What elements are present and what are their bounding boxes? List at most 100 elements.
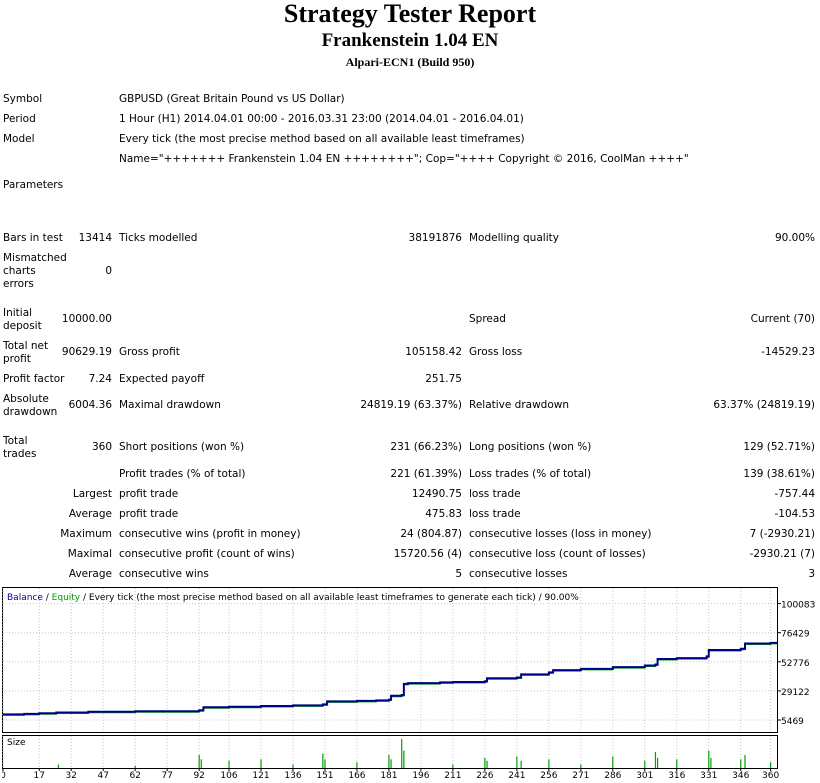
payoff-value: 251.75 xyxy=(425,373,462,385)
volume-bars xyxy=(57,739,772,768)
short-positions-label: Short positions (won %) xyxy=(119,441,245,453)
legend-description: / Every tick (the most precise method ba… xyxy=(80,593,579,603)
gross-loss-label: Gross loss xyxy=(469,346,523,358)
x-tick-label: 17 xyxy=(34,771,45,781)
largest-loss-trade-label: loss trade xyxy=(469,488,521,500)
average-profit-trade-label: profit trade xyxy=(119,508,179,520)
maximal-consecutive-profit-label: consecutive profit (count of wins) xyxy=(119,548,295,560)
absolute-drawdown-value: 6004.36 xyxy=(68,399,112,411)
y-tick-label: 76429 xyxy=(781,630,810,640)
legend-balance: Balance xyxy=(7,593,43,603)
size-plot-frame xyxy=(2,735,778,769)
average-consecutive-losses-label: consecutive losses xyxy=(469,568,568,580)
max-consecutive-losses-label: consecutive losses (loss in money) xyxy=(469,528,652,540)
period-value: 1 Hour (H1) 2014.04.01 00:00 - 2016.03.3… xyxy=(119,113,524,125)
x-tick-label: 77 xyxy=(161,771,172,781)
legend-equity: Equity xyxy=(52,593,81,603)
bars-value: 13414 xyxy=(78,232,112,244)
deposit-value: 10000.00 xyxy=(61,313,112,325)
average-loss-trade-value: -104.53 xyxy=(774,508,815,520)
x-tick-label: 286 xyxy=(604,771,621,781)
period-label: Period xyxy=(3,113,36,125)
bars-label: Bars in test xyxy=(3,232,63,244)
average-loss-trade-label: loss trade xyxy=(469,508,521,520)
x-tick-label: 32 xyxy=(66,771,77,781)
maximal-consecutive-loss-value: -2930.21 (7) xyxy=(749,548,815,560)
ticks-label: Ticks modelled xyxy=(119,232,198,244)
y-tick-label: 5469 xyxy=(781,717,804,727)
ticks-value: 38191876 xyxy=(408,232,462,244)
x-tick-label: 92 xyxy=(193,771,204,781)
maximal-drawdown-label: Maximal drawdown xyxy=(119,399,221,411)
gross-loss-value: -14529.23 xyxy=(761,346,815,358)
profit-factor-label: Profit factor xyxy=(3,373,65,385)
size-label: Size xyxy=(7,738,26,748)
maximal-consecutive-profit-value: 15720.56 (4) xyxy=(393,548,462,560)
x-tick-label: 136 xyxy=(284,771,301,781)
parameters-value: Name="+++++++ Frankenstein 1.04 EN +++++… xyxy=(119,153,689,165)
chart-grid xyxy=(2,588,777,768)
absolute-drawdown-label: Absolute drawdown xyxy=(3,393,58,418)
relative-drawdown-value: 63.37% (24819.19) xyxy=(713,399,815,411)
largest-label: Largest xyxy=(72,488,112,500)
net-profit-label: Total net profit xyxy=(3,340,49,365)
chart-legend: Balance / Equity / Every tick (the most … xyxy=(7,593,579,603)
x-tick-label: 271 xyxy=(572,771,589,781)
average-consecutive-wins-label: consecutive wins xyxy=(119,568,209,580)
average-consecutive-losses-value: 3 xyxy=(808,568,815,580)
x-tick-label: 316 xyxy=(668,771,685,781)
average-consecutive-wins-value: 5 xyxy=(455,568,462,580)
profit-trades-value: 221 (61.39%) xyxy=(390,468,462,480)
net-profit-value: 90629.19 xyxy=(61,346,112,358)
total-trades-label: Total trades xyxy=(3,435,37,460)
average-label: Average xyxy=(68,508,112,520)
quality-label: Modelling quality xyxy=(469,232,559,244)
maximal-drawdown-value: 24819.19 (63.37%) xyxy=(360,399,462,411)
quality-value: 90.00% xyxy=(774,232,815,244)
x-tick-label: 166 xyxy=(348,771,365,781)
x-tick-label: 62 xyxy=(129,771,140,781)
x-tick-label: 360 xyxy=(762,771,779,781)
expert-name: Frankenstein 1.04 EN xyxy=(321,30,499,51)
main-plot-frame xyxy=(2,587,778,733)
x-axis-ticks: 0 17 32 47 62 77 92 106 121 136 151 166 181 196 211 226… xyxy=(2,768,779,781)
maximal-label: Maximal xyxy=(67,548,112,560)
balance-chart: Balance / Equity / Every tick (the most … xyxy=(2,587,815,781)
parameters-label: Parameters xyxy=(3,179,64,191)
legend-separator: / xyxy=(43,593,52,603)
y-tick-label: 52776 xyxy=(781,659,810,669)
largest-loss-trade-value: -757.44 xyxy=(774,488,815,500)
profit-factor-value: 7.24 xyxy=(88,373,112,385)
gross-profit-value: 105158.42 xyxy=(405,346,462,358)
x-tick-label: 256 xyxy=(540,771,557,781)
x-tick-label: 106 xyxy=(220,771,237,781)
symbol-label: Symbol xyxy=(3,93,43,105)
relative-drawdown-label: Relative drawdown xyxy=(469,399,570,411)
report-title: Strategy Tester Report xyxy=(283,0,537,28)
average-profit-trade-value: 475.83 xyxy=(425,508,462,520)
max-consecutive-wins-label: consecutive wins (profit in money) xyxy=(119,528,301,540)
long-positions-value: 129 (52.71%) xyxy=(743,441,815,453)
maximal-consecutive-loss-label: consecutive loss (count of losses) xyxy=(469,548,646,560)
max-consecutive-wins-value: 24 (804.87) xyxy=(400,528,462,540)
x-tick-label: 47 xyxy=(97,771,108,781)
largest-profit-trade-value: 12490.75 xyxy=(411,488,462,500)
symbol-value: GBPUSD (Great Britain Pound vs US Dollar… xyxy=(119,93,345,105)
gross-profit-label: Gross profit xyxy=(119,346,180,358)
x-tick-label: 121 xyxy=(252,771,269,781)
balance-line xyxy=(3,641,778,716)
model-label: Model xyxy=(3,133,35,145)
y-tick-label: 100083 xyxy=(781,601,815,611)
loss-trades-label: Loss trades (% of total) xyxy=(469,468,592,480)
mismatch-label: Mismatched charts errors xyxy=(3,252,67,290)
maximum-label: Maximum xyxy=(60,528,112,540)
x-tick-label: 181 xyxy=(380,771,397,781)
largest-profit-trade-label: profit trade xyxy=(119,488,179,500)
model-value: Every tick (the most precise method base… xyxy=(119,133,525,145)
x-tick-label: 331 xyxy=(700,771,717,781)
mismatch-value: 0 xyxy=(105,265,112,277)
max-consecutive-losses-value: 7 (-2930.21) xyxy=(749,528,815,540)
x-tick-label: 301 xyxy=(636,771,653,781)
spread-value: Current (70) xyxy=(750,313,815,325)
profit-trades-label: Profit trades (% of total) xyxy=(119,468,246,480)
